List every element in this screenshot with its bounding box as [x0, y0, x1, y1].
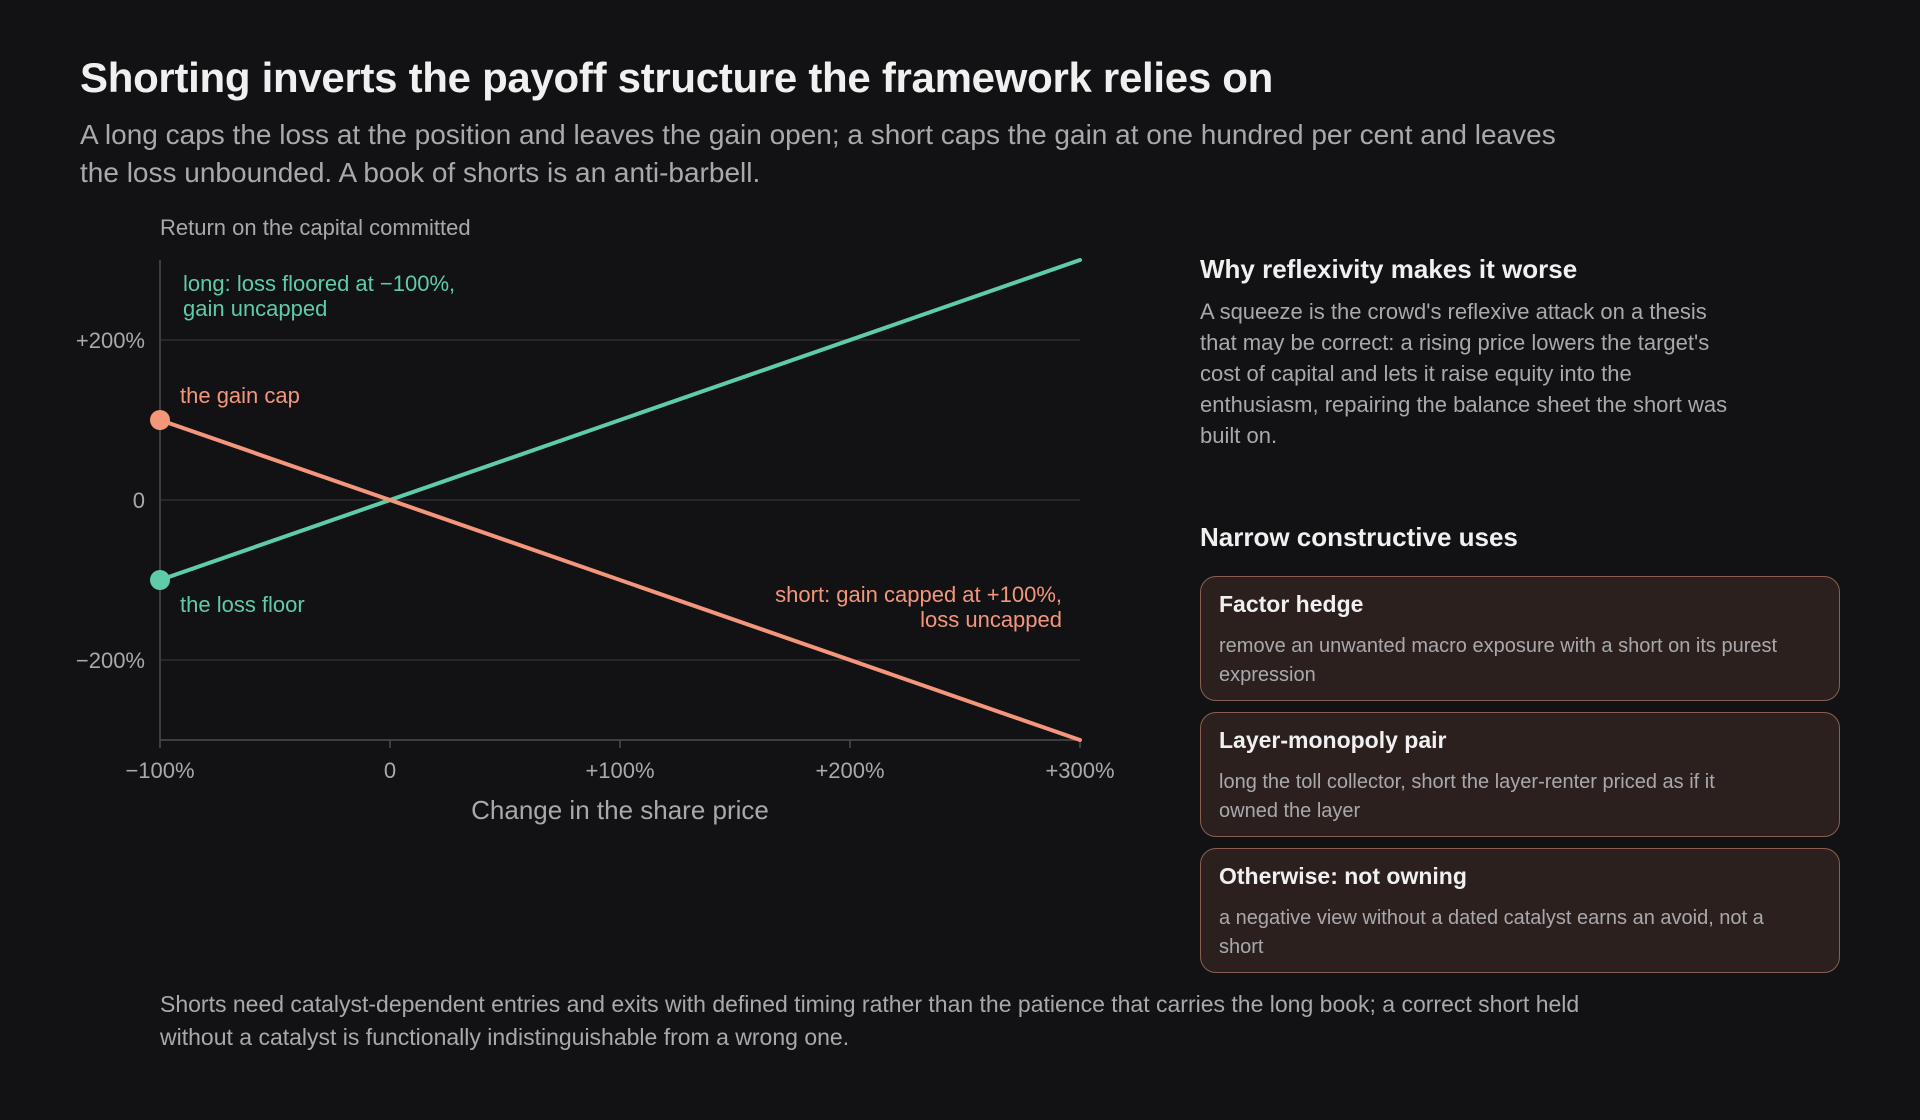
x-axis-title: Change in the share price	[471, 795, 769, 825]
reflexivity-heading: Why reflexivity makes it worse	[1200, 254, 1578, 284]
card-title: Factor hedge	[1219, 591, 1364, 617]
y-tick-label: 0	[133, 488, 145, 513]
long-series-label: gain uncapped	[183, 296, 327, 321]
page-title: Shorting inverts the payoff structure th…	[80, 54, 1273, 101]
x-tick-label: +200%	[815, 758, 884, 783]
reflexivity-body: A squeeze is the crowd's reflexive attac…	[1200, 299, 1728, 448]
short-series-label: short: gain capped at +100%,	[775, 582, 1062, 607]
card-factor-hedge: Factor hedge remove an unwanted macro ex…	[1200, 576, 1840, 701]
card-text: long the toll collector, short the layer…	[1219, 771, 1715, 822]
page-subtitle: A long caps the loss at the position and…	[80, 119, 1556, 188]
annotation-marker	[150, 570, 170, 590]
y-tick-label: −200%	[76, 648, 145, 673]
annotation-marker	[150, 410, 170, 430]
y-axis-title: Return on the capital committed	[160, 215, 471, 240]
x-tick-label: +300%	[1045, 758, 1114, 783]
long-series-label: long: loss floored at −100%,	[183, 271, 455, 296]
card-text: remove an unwanted macro exposure with a…	[1219, 635, 1778, 686]
card-layer-monopoly-pair: Layer-monopoly pair long the toll collec…	[1200, 712, 1840, 837]
footer-note: Shorts need catalyst-dependent entries a…	[160, 991, 1580, 1050]
x-tick-label: +100%	[585, 758, 654, 783]
uses-heading: Narrow constructive uses	[1200, 522, 1518, 552]
card-not-owning: Otherwise: not owning a negative view wi…	[1200, 848, 1840, 973]
x-tick-label: −100%	[125, 758, 194, 783]
card-text: a negative view without a dated catalyst…	[1219, 907, 1764, 958]
long-series-line	[158, 258, 1082, 582]
short-series-label: loss uncapped	[920, 607, 1062, 632]
annotation-label: the loss floor	[180, 592, 305, 617]
y-tick-label: +200%	[76, 328, 145, 353]
short-series-line	[158, 418, 1082, 742]
card-title: Otherwise: not owning	[1219, 863, 1467, 889]
annotation-label: the gain cap	[180, 383, 300, 408]
x-tick-label: 0	[384, 758, 396, 783]
payoff-chart: +200% 0 −200% −100% 0 +100% +200% +300% Return o…	[76, 215, 1115, 825]
uses-cards: Factor hedge remove an unwanted macro ex…	[1200, 576, 1840, 984]
card-title: Layer-monopoly pair	[1219, 727, 1447, 753]
